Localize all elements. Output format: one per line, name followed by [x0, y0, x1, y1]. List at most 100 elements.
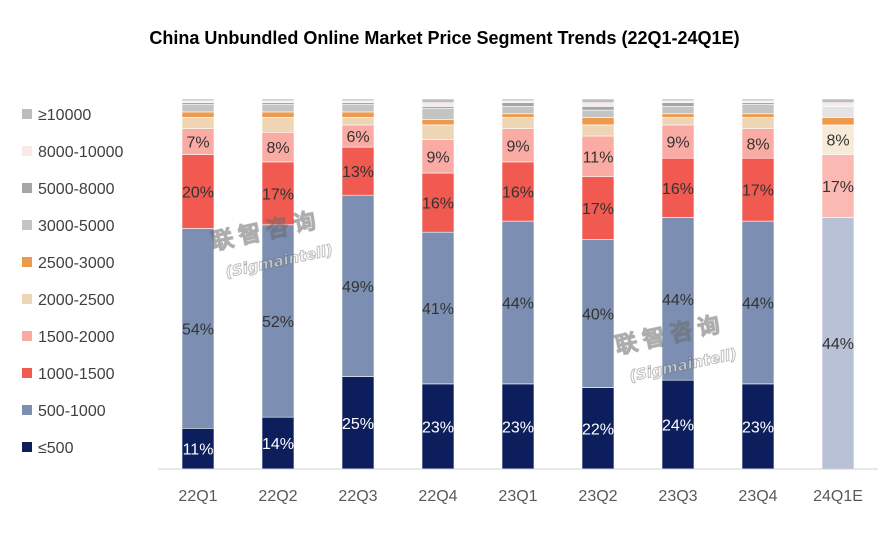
data-label-22q2-1500-2000: 8%	[266, 140, 289, 157]
data-label-22q2-le-500: 14%	[262, 436, 294, 453]
bar-segment-22q2-ge-10000	[261, 98, 295, 102]
data-label-22q3-1500-2000: 6%	[346, 129, 369, 146]
bar-segment-23q2-3000-5000	[581, 109, 615, 118]
bar-segment-22q4-2500-3000	[421, 119, 455, 126]
legend-label-8000-10000: 8000-10000	[38, 144, 124, 161]
data-label-23q2-le-500: 22%	[582, 421, 614, 438]
bar-segment-22q1-3000-5000	[181, 104, 215, 113]
bar-segment-24q1e-2500-3000	[821, 117, 855, 126]
bars-layer: 11% 54% 20% 7% 14% 52% 17% 8% 25% 49% 13% 6% 23% 41% 1…	[181, 98, 855, 470]
bar-segment-23q2-2500-3000	[581, 117, 615, 126]
data-label-22q4-500-1000: 41%	[422, 301, 454, 318]
bar-segment-22q3-2000-2500	[341, 117, 375, 126]
bar-segment-23q2-2000-2500	[581, 124, 615, 137]
legend-label-1000-1500: 1000-1500	[38, 366, 115, 383]
bar-segment-23q2-500-1000	[581, 239, 615, 388]
bar-segment-22q1-500-1000	[181, 228, 215, 429]
bar-segment-23q4-2500-3000	[741, 113, 775, 118]
legend-label-ge-10000: ≥10000	[38, 107, 91, 124]
bar-segment-23q2-1500-2000	[581, 135, 615, 178]
bar-segment-22q1-le-500	[181, 427, 215, 470]
bar-segment-23q3-2000-2500	[661, 117, 695, 126]
bar-segment-23q4-ge-10000	[741, 98, 775, 102]
bar-segment-24q1e-ge-10000	[821, 98, 855, 104]
data-label-23q2-1000-1500: 17%	[582, 201, 614, 218]
x-tick-label-23q2: 23Q2	[578, 488, 617, 505]
bar-segment-22q3-1000-1500	[341, 146, 375, 196]
x-tick-label-22q3: 22Q3	[338, 488, 377, 505]
data-label-24q1e-2000-2500: 8%	[826, 133, 849, 150]
bar-segment-23q3-5000-8000	[661, 102, 695, 107]
data-label-22q2-500-1000: 52%	[262, 314, 294, 331]
bar-segment-23q4-2000-2500	[741, 117, 775, 129]
data-label-23q1-le-500: 23%	[502, 419, 534, 436]
bar-segment-22q1-1000-1500	[181, 154, 215, 229]
legend-label-3000-5000: 3000-5000	[38, 218, 115, 235]
bar-segment-22q2-1500-2000	[261, 132, 295, 163]
legend-label-le-500: ≤500	[38, 440, 74, 457]
data-label-24q1e-1500-2000: 17%	[822, 179, 854, 196]
bar-segment-23q2-1000-1500	[581, 176, 615, 240]
data-label-22q3-le-500: 25%	[342, 416, 374, 433]
data-label-23q2-500-1000: 40%	[582, 307, 614, 324]
bar-segment-23q3-ge-10000	[661, 98, 695, 102]
data-label-23q1-1500-2000: 9%	[506, 138, 529, 155]
legend-swatch-1500-2000	[22, 331, 32, 341]
data-label-23q1-1000-1500: 16%	[502, 185, 534, 202]
legend-swatch-le-500	[22, 442, 32, 452]
legend-label-1500-2000: 1500-2000	[38, 329, 115, 346]
bar-segment-22q1-ge-10000	[181, 98, 215, 102]
bar-segment-23q1-ge-10000	[501, 98, 535, 102]
bar-segment-23q3-1000-1500	[661, 157, 695, 218]
x-tick-label-22q1: 22Q1	[178, 488, 217, 505]
bar-segment-23q1-2500-3000	[501, 113, 535, 118]
bar-segment-22q4-8000-10000	[421, 102, 455, 107]
bar-segment-23q3-le-500	[661, 379, 695, 470]
bar-segment-22q2-3000-5000	[261, 104, 295, 113]
data-label-22q3-1000-1500: 13%	[342, 164, 374, 181]
x-tick-label-22q2: 22Q2	[258, 488, 297, 505]
bar-segment-22q3-3000-5000	[341, 104, 375, 113]
bar-segment-22q3-ge-10000	[341, 98, 375, 102]
bar-segment-23q3-2500-3000	[661, 113, 695, 118]
bar-segment-23q1-le-500	[501, 383, 535, 470]
bar-segment-22q2-1000-1500	[261, 161, 295, 226]
bar-segment-23q4-3000-5000	[741, 104, 775, 115]
legend-label-5000-8000: 5000-8000	[38, 181, 115, 198]
legend-swatch-3000-5000	[22, 220, 32, 230]
data-label-22q1-1000-1500: 20%	[182, 185, 214, 202]
data-label-23q3-1000-1500: 16%	[662, 181, 694, 198]
data-label-22q1-500-1000: 54%	[182, 321, 214, 338]
bar-segment-22q1-1500-2000	[181, 128, 215, 155]
bar-segment-23q1-1000-1500	[501, 161, 535, 222]
chart-title: China Unbundled Online Market Price Segm…	[149, 28, 740, 48]
data-label-22q4-1500-2000: 9%	[426, 149, 449, 166]
data-label-23q4-1500-2000: 8%	[746, 136, 769, 153]
bar-segment-22q4-ge-10000	[421, 98, 455, 104]
bar-segment-23q4-1000-1500	[741, 157, 775, 222]
data-label-23q4-le-500: 23%	[742, 419, 774, 436]
data-label-22q1-le-500: 11%	[183, 442, 214, 459]
legend-label-2000-2500: 2000-2500	[38, 292, 115, 309]
data-label-22q3-500-1000: 49%	[342, 279, 374, 296]
bar-segment-22q4-3000-5000	[421, 107, 455, 120]
data-label-23q4-1000-1500: 17%	[742, 183, 774, 200]
bar-segment-23q1-3000-5000	[501, 106, 535, 115]
legend-swatch-8000-10000	[22, 146, 32, 156]
data-label-22q4-le-500: 23%	[422, 419, 454, 436]
bar-segment-22q4-2000-2500	[421, 124, 455, 141]
bar-segment-22q1-2000-2500	[181, 117, 215, 129]
data-label-23q1-500-1000: 44%	[502, 296, 534, 313]
bar-segment-23q2-8000-10000	[581, 102, 615, 107]
bar-segment-24q1e-8000-10000	[821, 102, 855, 107]
data-label-22q4-1000-1500: 16%	[422, 196, 454, 213]
data-label-23q3-le-500: 24%	[662, 418, 694, 435]
legend-swatch-5000-8000	[22, 183, 32, 193]
bar-segment-22q4-1000-1500	[421, 172, 455, 233]
data-label-22q2-1000-1500: 17%	[262, 186, 294, 203]
bar-segment-22q2-2000-2500	[261, 117, 295, 133]
legend-swatch-ge-10000	[22, 109, 32, 119]
x-tick-label-23q4: 23Q4	[738, 488, 777, 505]
bar-segment-24q1e-3000-5000	[821, 106, 855, 118]
data-label-23q2-1500-2000: 11%	[583, 149, 614, 166]
